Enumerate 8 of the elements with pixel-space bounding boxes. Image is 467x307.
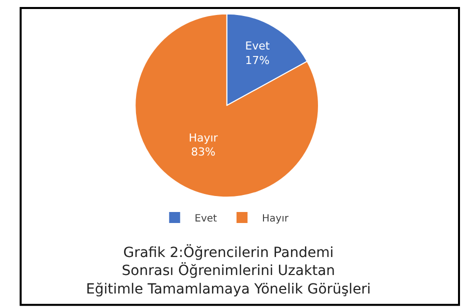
pie-slice — [134, 13, 319, 198]
data-label: 17% — [245, 54, 270, 67]
legend-label: Hayır — [262, 213, 290, 224]
legend-label: Evet — [194, 213, 218, 224]
slice-label: Evet — [245, 40, 270, 53]
slice-label: Hayır — [188, 131, 218, 144]
data-label: 83% — [191, 146, 216, 159]
text: Grafik 2:Öğrencilerin Pandemi Sonrası Öğrenimlerini Uzaktan Eğitimle Tamamlamaya Yönelik Görüşleri — [86, 244, 371, 298]
